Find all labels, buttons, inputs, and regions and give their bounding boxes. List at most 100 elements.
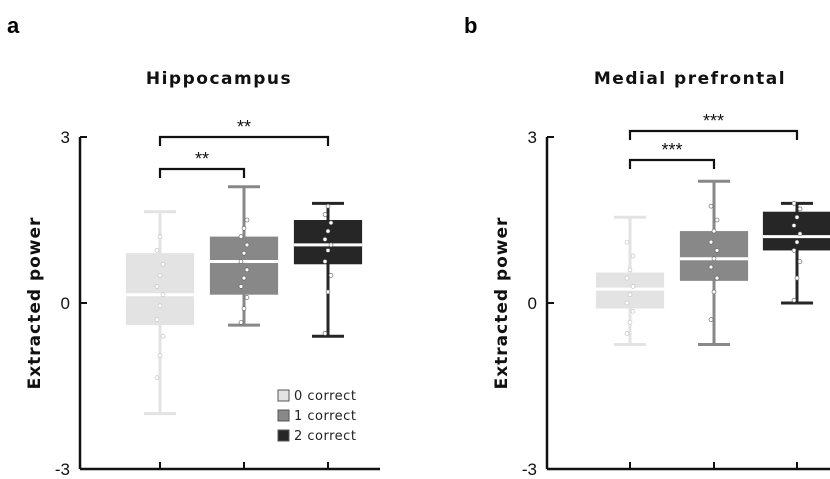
data-point — [244, 242, 250, 248]
legend-label-1-correct: 1 correct — [294, 409, 356, 424]
y-tick-label: 3 — [528, 128, 537, 147]
bracket-line — [628, 129, 799, 140]
significance-bracket: ** — [158, 149, 246, 178]
data-point — [627, 292, 633, 298]
box-1-correct — [209, 185, 279, 327]
data-point — [624, 300, 630, 306]
legend-item-1-correct: 1 correct — [277, 409, 356, 424]
data-point — [711, 256, 717, 262]
data-point — [157, 353, 163, 358]
data-point — [322, 259, 328, 264]
legend-swatch-2-correct — [277, 429, 290, 442]
data-point — [325, 203, 331, 209]
data-point — [624, 331, 630, 336]
significance-bracket: *** — [628, 140, 716, 169]
legend-item-2-correct: 2 correct — [277, 429, 356, 444]
legend-swatch-1-correct — [277, 409, 290, 422]
data-point — [794, 239, 800, 245]
data-point — [711, 289, 717, 295]
data-point — [322, 331, 328, 336]
data-point — [160, 261, 166, 267]
significance-label: ** — [237, 117, 251, 137]
legend-label-0-correct: 0 correct — [294, 389, 356, 404]
legend-item-0-correct: 0 correct — [277, 389, 356, 404]
data-point — [797, 259, 803, 264]
panel-letter-a: a — [7, 13, 20, 38]
data-point — [328, 220, 334, 226]
box-plot-hippocampus: -3 0 3 ** ** — [55, 117, 380, 479]
data-point — [791, 201, 797, 206]
box-body — [209, 236, 279, 295]
significance-label: *** — [703, 111, 724, 131]
data-point — [241, 250, 247, 256]
box-body — [293, 220, 363, 265]
data-point — [791, 248, 797, 253]
data-point — [624, 239, 630, 245]
y-tick-label: -3 — [55, 460, 70, 479]
data-point — [154, 248, 160, 253]
data-point — [714, 275, 720, 281]
box-1-correct — [679, 179, 749, 346]
y-tick-label: 0 — [61, 294, 70, 313]
legend-swatch-0-correct — [277, 389, 290, 402]
data-point — [794, 275, 800, 281]
data-point — [238, 234, 244, 239]
data-point — [328, 242, 334, 248]
data-point — [791, 297, 797, 303]
data-point — [154, 284, 160, 289]
panel-title-medial-prefrontal: Medial prefrontal — [594, 69, 786, 89]
data-point — [797, 206, 803, 212]
data-point — [627, 267, 633, 273]
data-point — [241, 275, 247, 281]
data-point — [238, 284, 244, 289]
bracket-line — [628, 158, 716, 169]
box-0-correct — [125, 210, 195, 416]
y-axis-label-a: Extracted power — [25, 217, 45, 390]
legend-label-2-correct: 2 correct — [294, 429, 356, 444]
data-point — [794, 214, 800, 220]
data-point — [325, 228, 331, 234]
data-point — [708, 264, 714, 270]
box-body — [125, 253, 195, 326]
data-point — [328, 273, 334, 278]
data-point — [708, 317, 714, 322]
box-2-correct — [762, 201, 830, 305]
data-point — [630, 253, 636, 259]
data-point — [627, 320, 633, 325]
data-point — [160, 333, 166, 339]
y-tick-label: 0 — [528, 294, 537, 313]
data-point — [714, 217, 720, 223]
data-point — [241, 226, 247, 231]
box-0-correct — [595, 215, 665, 346]
box-2-correct — [293, 201, 363, 338]
significance-label: ** — [195, 149, 209, 169]
significance-bracket: *** — [628, 111, 799, 140]
data-point — [322, 237, 328, 242]
data-point — [157, 234, 163, 239]
data-point — [325, 289, 331, 295]
bracket-line — [158, 135, 330, 146]
data-point — [624, 275, 630, 281]
y-tick-label: 3 — [61, 128, 70, 147]
data-point — [241, 306, 247, 311]
data-point — [244, 217, 250, 223]
data-point — [791, 223, 797, 228]
panel-title-hippocampus: Hippocampus — [146, 69, 292, 89]
data-point — [160, 292, 166, 298]
data-point — [711, 228, 717, 234]
significance-bracket: ** — [158, 117, 330, 146]
y-tick-label: -3 — [522, 460, 537, 479]
bracket-line — [158, 167, 246, 178]
data-point — [630, 308, 636, 314]
data-point — [322, 212, 328, 217]
box-body — [679, 231, 749, 281]
data-point — [157, 273, 163, 278]
data-point — [708, 203, 714, 209]
data-point — [154, 317, 160, 322]
significance-label: *** — [661, 140, 682, 160]
data-point — [157, 303, 163, 309]
data-point — [630, 284, 636, 289]
data-point — [244, 295, 250, 300]
panel-letter-b: b — [464, 13, 477, 38]
